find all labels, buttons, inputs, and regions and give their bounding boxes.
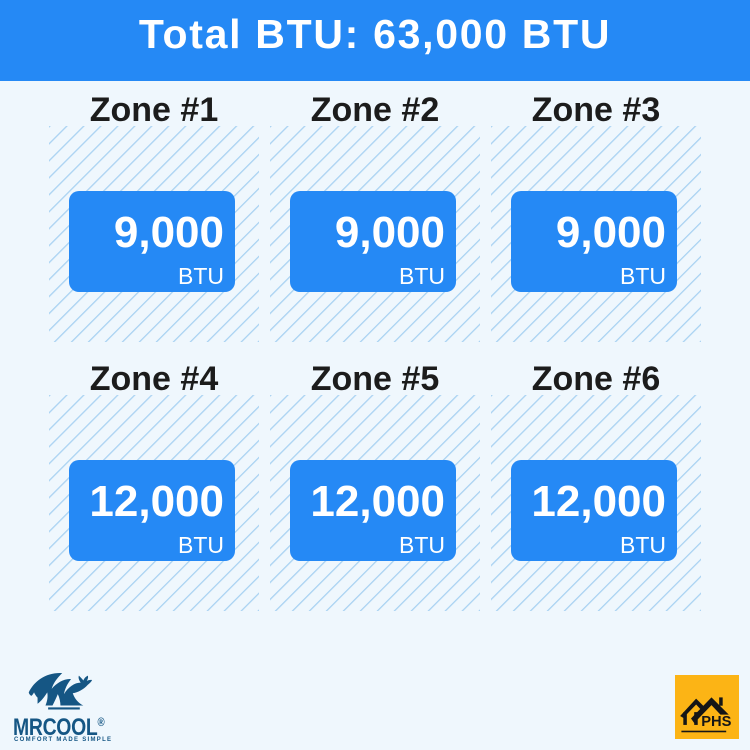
svg-text:PHS: PHS [701,714,731,730]
